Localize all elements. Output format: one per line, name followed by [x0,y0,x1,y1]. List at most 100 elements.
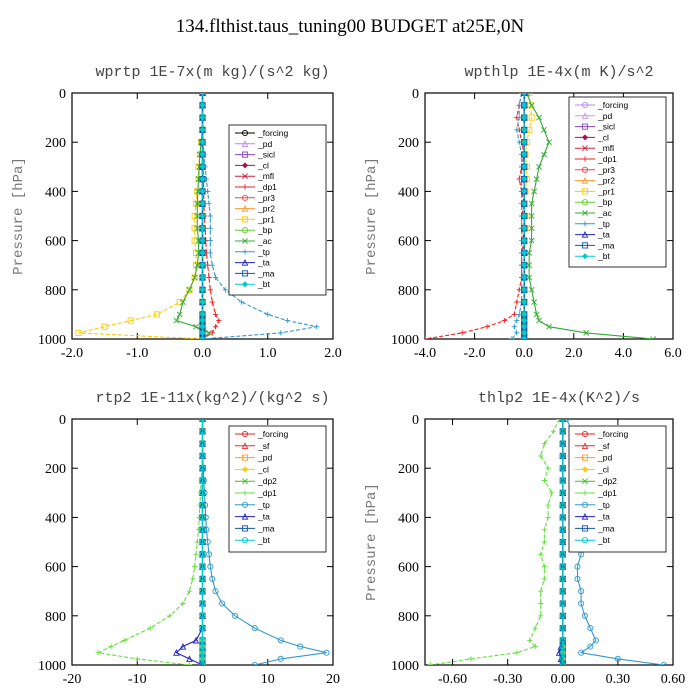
legend-marker [582,221,588,227]
x-tick-label: 0 [199,672,206,687]
series-point-tp [574,563,581,570]
series-point-bt [559,465,566,472]
series-point-ac [194,200,201,207]
series-point-ac [536,163,542,170]
series-point-tp [202,514,209,521]
series-point-dp1 [532,625,538,631]
legend-entry: _sicl [257,150,275,160]
series-point-tp [516,311,522,317]
series-point-bt [199,502,206,509]
series-point-tp [284,317,290,324]
series-point-bt [559,655,566,662]
series-point-bt [199,452,206,459]
series-point-tp [660,661,667,665]
series-point-tp [574,575,581,582]
series-point-dp1 [186,662,193,665]
series-point-ac [541,126,547,133]
series-point-dp1 [167,613,173,619]
series-point-ac [531,188,538,195]
legend-entry: _bt [257,535,270,545]
y-tick-label: 600 [398,235,419,250]
legend-marker [581,176,589,184]
series-point-tp [206,201,212,207]
series-point-dp1 [468,656,474,662]
series-point-tp [239,299,245,305]
series-point-bt [521,237,528,244]
legend-entry: _pd [597,453,612,463]
series-point-bt [521,317,528,324]
legend-marker [241,537,249,544]
legend-entry: _bt [597,535,610,545]
series-point-dp1 [108,643,114,650]
series-point-bt [199,286,206,293]
series-point-bt [199,649,206,656]
legend-marker [241,454,249,461]
x-tick-label: 6.0 [664,346,682,361]
y-tick-label: 0 [412,87,419,102]
legend-entry: _pd [257,453,272,463]
x-tick-label: -1.0 [126,346,148,361]
series-point-tp [205,188,211,194]
y-tick-label: 600 [45,235,66,250]
x-tick-label: 4.0 [615,346,633,361]
panel-title: wprtp 1E-7x(m kg)/(s^2 kg) [95,64,329,81]
x-tick-label: -0.60 [438,672,467,687]
series-point-bt [199,637,206,644]
series-point-tp [578,588,585,595]
y-tick-label: 800 [398,284,419,299]
legend-entry: _ac [597,208,612,218]
series-point-tp [297,643,304,650]
series-point-bt [199,102,206,109]
series-point-bt [199,262,206,269]
x-tick-label: 2.0 [324,346,342,361]
y-tick-label: 600 [398,561,419,576]
series-point-dp1 [95,650,101,656]
series-point-bt [199,299,206,306]
y-tick-label: 600 [45,561,66,576]
series-point-dp1 [514,650,520,656]
series-point-tp [516,115,522,121]
legend-marker [241,129,249,137]
series-point-ac [528,200,535,207]
y-tick-label: 200 [45,462,66,477]
series-point-bt [199,575,206,582]
series-point-bt [559,661,566,665]
series-point-ta [173,649,180,656]
legend-entry: _bp [597,197,612,207]
legend-marker [241,270,249,277]
x-tick-label: 10 [261,672,275,687]
series-point-bt [199,489,206,496]
series-point-dp1 [550,428,557,434]
legend-marker [241,442,249,449]
x-tick-label: -20 [63,672,82,687]
series-point-bt [199,188,206,195]
series-line-dp1 [425,93,525,339]
series-point-bt [521,286,528,293]
y-tick-label: 1000 [38,659,66,674]
series-point-ac [176,311,183,318]
x-tick-label: 1.0 [259,346,277,361]
series-point-bt [559,502,566,509]
legend-marker [242,173,248,180]
series-point-bt [521,102,528,109]
series-point-tp [207,250,213,256]
series-point-dp1 [501,317,507,324]
legend-marker [241,216,249,223]
series-point-bt [521,262,528,269]
legend-box [568,425,667,553]
series-point-dp1 [545,502,551,508]
series-point-bt [521,335,528,339]
y-tick-label: 800 [45,284,66,299]
series-point-ac [536,317,542,324]
series-point-bt [521,93,528,97]
series-point-bt [521,200,528,207]
legend-entry: _dp1 [257,182,277,192]
series-point-bt [199,563,206,570]
series-point-ac [206,329,212,336]
series-point-dp1 [541,564,548,570]
x-tick-label: -0.30 [493,672,522,687]
series-point-ac [526,274,533,281]
legend-marker [581,501,589,508]
series-point-tp [516,139,522,145]
series-point-ac [194,262,201,269]
